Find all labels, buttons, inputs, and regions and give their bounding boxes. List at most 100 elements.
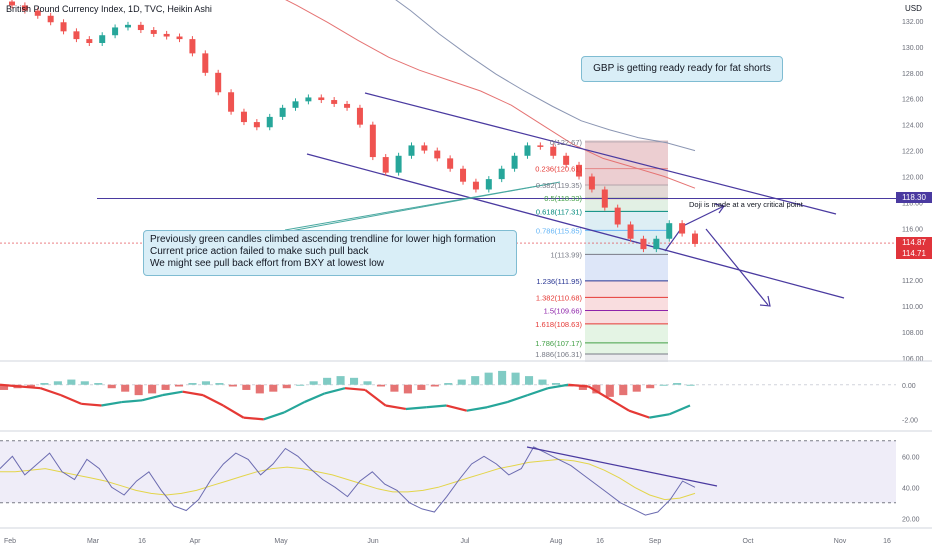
macd-signal-segment xyxy=(121,399,143,404)
slow-moving-average xyxy=(395,0,696,152)
macd-histogram-bar xyxy=(148,384,157,394)
candle-body xyxy=(588,176,595,190)
candle-body xyxy=(421,145,428,151)
candle-body xyxy=(34,10,41,16)
candle-body xyxy=(472,181,479,190)
channel-lower-line xyxy=(306,153,845,299)
macd-histogram-bar xyxy=(242,384,251,390)
time-tick-label: Sep xyxy=(649,538,662,545)
fast-moving-average xyxy=(285,0,696,189)
candle-body xyxy=(692,233,698,244)
macd-signal-segment xyxy=(405,406,427,411)
price-tick-label: 108.00 xyxy=(902,330,924,337)
price-axis: 132.00 130.00 128.00 126.00 124.00 122.00 120.… xyxy=(902,19,924,363)
macd-histogram-bar xyxy=(0,384,9,390)
macd-signal-segment xyxy=(40,387,62,397)
candle-body xyxy=(498,168,505,180)
macd-panel-bg xyxy=(0,362,896,430)
forecast-arrowhead xyxy=(759,295,771,307)
price-tick-label: 116.00 xyxy=(902,226,923,233)
currency-label: USD xyxy=(905,4,922,13)
macd-signal-segment xyxy=(527,387,549,397)
macd-signal-segment xyxy=(628,409,650,419)
price-tag-level: 118.30 xyxy=(896,192,932,203)
time-tick-label: Aug xyxy=(550,538,563,545)
macd-histogram-bar xyxy=(417,384,426,390)
candle-body xyxy=(666,223,673,239)
candle-body xyxy=(563,155,570,165)
macd-signal-segment xyxy=(587,385,610,400)
macd-tick-label: 0.00 xyxy=(902,383,916,390)
candle-body xyxy=(240,111,247,123)
candle-body xyxy=(112,27,119,36)
candle-body xyxy=(163,33,170,37)
macd-histogram-bar xyxy=(376,384,385,387)
gbp-note[interactable]: GBP is getting ready ready for fat short… xyxy=(581,56,783,82)
candle-body xyxy=(679,223,686,234)
candle-body xyxy=(9,1,15,6)
macd-histogram-bar xyxy=(457,379,466,385)
macd-histogram-bar xyxy=(26,384,35,387)
macd-histogram-bar xyxy=(403,384,412,394)
macd-histogram-bar xyxy=(201,381,210,385)
rsi-tick-label: 60.00 xyxy=(902,454,920,461)
channel-upper-line xyxy=(364,92,837,215)
macd-histogram-bar xyxy=(40,383,49,385)
candle-body xyxy=(266,116,273,128)
macd-signal-segment xyxy=(182,390,204,397)
macd-histogram-bar xyxy=(134,384,143,396)
macd-signal-segment xyxy=(506,394,529,404)
fib-labels: 0(122.67) 0.236(120.61) 0.382(119.35) 0.5(1… xyxy=(535,138,582,372)
macd-signal-segment xyxy=(222,404,245,419)
candle-body xyxy=(279,107,286,117)
candle-body xyxy=(524,145,531,156)
macd-histogram-bar xyxy=(215,383,224,385)
macd-histogram-bar xyxy=(228,384,237,387)
macd-signal-segment xyxy=(81,402,102,407)
candle-body xyxy=(356,107,363,125)
macd-histogram-bar xyxy=(484,372,493,385)
candle-body xyxy=(305,97,312,102)
macd-histogram-bar xyxy=(538,379,547,385)
macd-histogram-bar xyxy=(646,384,655,389)
price-tick-label: 110.00 xyxy=(902,304,923,311)
macd-signal-segment xyxy=(263,411,285,421)
macd-histogram-bar xyxy=(269,384,278,392)
candle-body xyxy=(189,39,196,54)
fib-level-label: 0.5(118.33) xyxy=(544,194,582,203)
candle-body xyxy=(537,145,544,147)
macd-histogram-bar xyxy=(592,384,601,394)
fib-level-label: 0.618(117.31) xyxy=(536,207,583,216)
macd-histogram-bar xyxy=(498,370,507,385)
macd-histogram-bar xyxy=(511,372,520,385)
macd-histogram-bar xyxy=(121,384,130,392)
macd-histogram-bar xyxy=(336,376,345,385)
macd-signal-segment xyxy=(60,394,82,405)
macd-histogram-bar xyxy=(188,383,197,385)
price-tick-label: 120.00 xyxy=(902,175,924,182)
macd-signal-segment xyxy=(466,406,488,412)
candle-body xyxy=(228,92,235,112)
fib-zone xyxy=(585,342,668,354)
rsi-tick-label: 40.00 xyxy=(902,485,920,492)
candle-body xyxy=(21,5,28,11)
macd-histogram-bar xyxy=(175,384,184,387)
doji-note[interactable]: Doji is made at a very critical point xyxy=(689,200,803,209)
price-tick-label: 128.00 xyxy=(902,71,924,78)
time-tick-label: Oct xyxy=(743,538,754,545)
macd-signal-segment xyxy=(446,404,468,412)
analysis-note[interactable]: Previously green candles climbed ascendi… xyxy=(143,230,517,276)
macd-histogram-bar xyxy=(309,381,318,385)
price-tick-label: 112.00 xyxy=(902,278,923,285)
time-tick-label: Feb xyxy=(4,538,16,545)
macd-signal-segment xyxy=(669,404,691,416)
macd-signal-segment xyxy=(283,401,305,414)
candle-body xyxy=(331,100,338,104)
time-axis: Feb Mar 16 Apr May Jun Jul Aug 16 Sep Oct Nov 16 xyxy=(4,538,891,545)
candle-body xyxy=(73,31,80,40)
macd-histogram-bar xyxy=(255,384,264,394)
rsi-indicator: 60.00 40.00 20.00 xyxy=(0,440,920,523)
macd-histogram-bar xyxy=(67,379,76,385)
fib-level-label: 0.786(115.85) xyxy=(536,226,583,235)
